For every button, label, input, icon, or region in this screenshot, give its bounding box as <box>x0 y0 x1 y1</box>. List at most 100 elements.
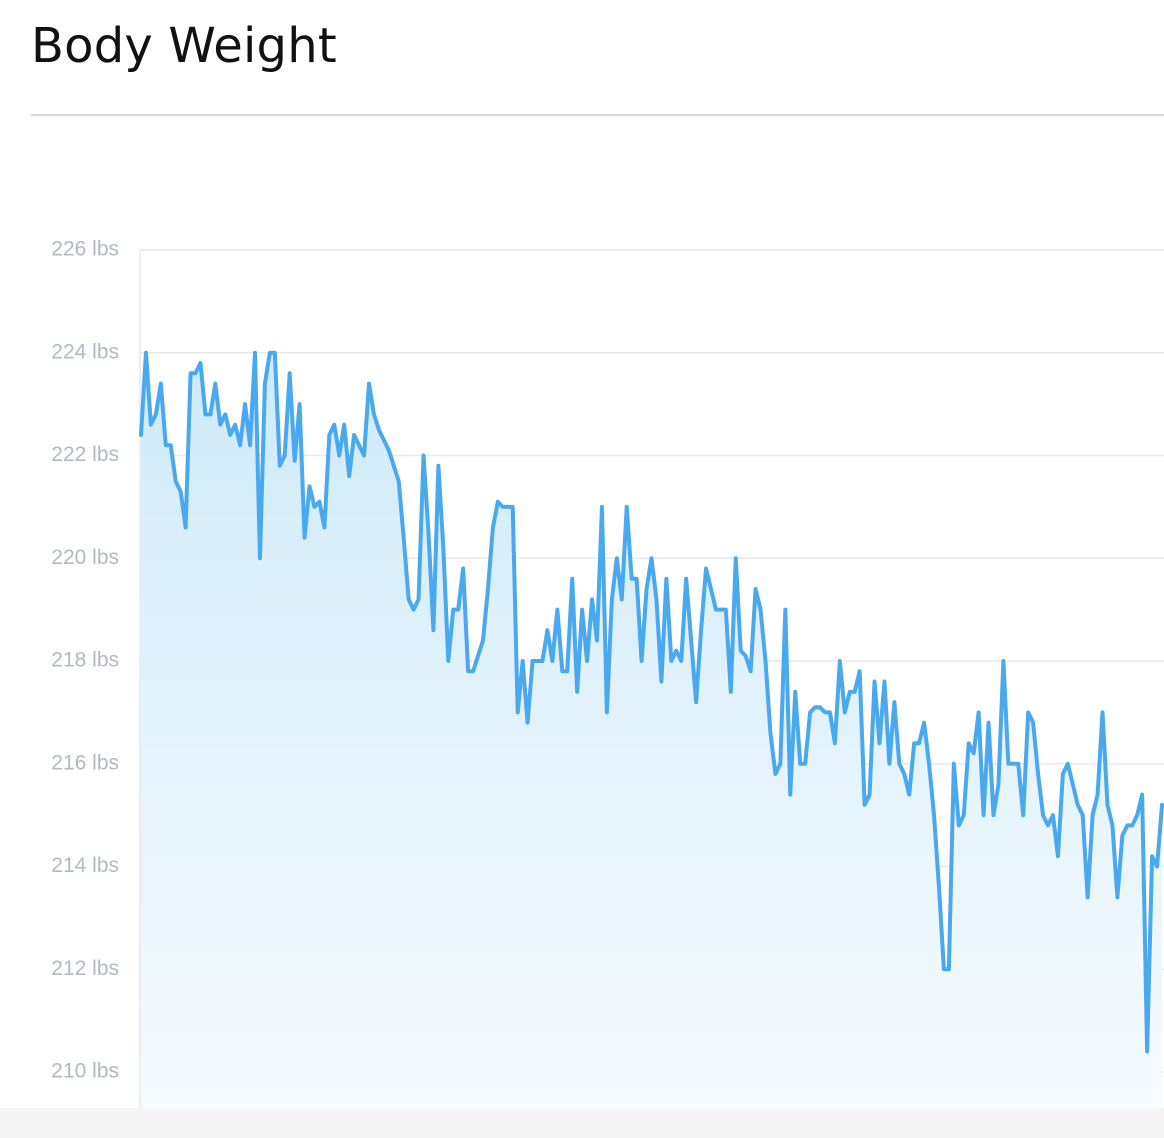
weight-point <box>203 412 207 416</box>
weight-point <box>179 489 183 493</box>
weight-point <box>233 423 237 427</box>
weight-point <box>640 659 644 663</box>
weight-point <box>545 628 549 632</box>
weight-point <box>308 484 312 488</box>
weight-point <box>238 443 242 447</box>
weight-point <box>248 443 252 447</box>
weight-point <box>664 577 668 581</box>
weight-point <box>645 587 649 591</box>
weight-point <box>773 772 777 776</box>
weight-point <box>555 608 559 612</box>
weight-point <box>922 721 926 725</box>
weight-point <box>461 567 465 571</box>
weight-point <box>1086 895 1090 899</box>
weight-point <box>813 705 817 709</box>
weight-point <box>466 669 470 673</box>
weight-point <box>719 608 723 612</box>
weight-point <box>853 690 857 694</box>
weight-point <box>243 402 247 406</box>
weight-point <box>982 813 986 817</box>
weight-point <box>1110 823 1114 827</box>
weight-point <box>357 443 361 447</box>
weight-point <box>947 967 951 971</box>
weight-point <box>362 454 366 458</box>
weight-point <box>699 628 703 632</box>
weight-point <box>436 464 440 468</box>
weight-point <box>590 597 594 601</box>
weight-point <box>382 438 386 442</box>
weight-point <box>1076 803 1080 807</box>
weight-point <box>798 762 802 766</box>
weight-point <box>392 464 396 468</box>
weight-point <box>317 500 321 504</box>
weight-point <box>684 577 688 581</box>
weight-point <box>882 680 886 684</box>
weight-point <box>917 741 921 745</box>
weight-point <box>303 536 307 540</box>
weight-point <box>803 762 807 766</box>
weight-point <box>1051 813 1055 817</box>
weight-point <box>352 433 356 437</box>
weight-point <box>1026 710 1030 714</box>
y-tick-label: 220 lbs <box>51 546 119 569</box>
weight-point <box>1140 793 1144 797</box>
weight-point <box>1011 762 1015 766</box>
weight-point <box>273 351 277 355</box>
weight-point <box>1096 793 1100 797</box>
y-axis-ticks: 226 lbs 224 lbs 222 lbs 220 lbs 218 lbs 216 l… <box>51 238 119 1083</box>
weight-point <box>496 500 500 504</box>
weight-point <box>228 433 232 437</box>
weight-point <box>1081 813 1085 817</box>
weight-point <box>327 433 331 437</box>
weight-point <box>471 669 475 673</box>
weight-point <box>962 813 966 817</box>
weight-point <box>1101 710 1105 714</box>
weight-point <box>709 587 713 591</box>
weight-point <box>575 690 579 694</box>
y-tick-label: 210 lbs <box>51 1060 119 1083</box>
weight-point <box>833 741 837 745</box>
weight-point <box>1001 659 1005 663</box>
y-tick-label: 222 lbs <box>51 443 119 466</box>
weight-point <box>942 967 946 971</box>
weight-line <box>139 350 1164 1054</box>
weight-point <box>322 525 326 529</box>
weight-point <box>144 351 148 355</box>
weight-point <box>1105 803 1109 807</box>
weight-point <box>1120 834 1124 838</box>
weight-point <box>1041 813 1045 817</box>
y-tick-label: 218 lbs <box>51 649 119 672</box>
y-tick-label: 216 lbs <box>51 751 119 774</box>
weight-point <box>818 705 822 709</box>
weight-point <box>258 556 262 560</box>
weight-point <box>570 577 574 581</box>
weight-point <box>337 454 341 458</box>
weight-point <box>332 423 336 427</box>
weight-point <box>536 659 540 663</box>
weight-point <box>312 505 316 509</box>
weight-point <box>744 654 748 658</box>
weight-point <box>278 464 282 468</box>
weight-point <box>704 567 708 571</box>
y-tick-label: 214 lbs <box>51 854 119 877</box>
weight-point <box>907 793 911 797</box>
weight-area-fill <box>141 352 1162 1108</box>
weight-point <box>174 479 178 483</box>
weight-point <box>625 505 629 509</box>
weight-point <box>526 721 530 725</box>
weight-point <box>739 649 743 653</box>
weight-point <box>1066 762 1070 766</box>
weight-point <box>674 649 678 653</box>
weight-point <box>426 531 430 535</box>
weight-point <box>451 608 455 612</box>
weight-point <box>927 762 931 766</box>
weight-point <box>838 659 842 663</box>
weight-point <box>957 823 961 827</box>
weight-point <box>1150 854 1154 858</box>
weight-point <box>952 762 956 766</box>
y-tick-label: 224 lbs <box>51 340 119 363</box>
weight-point <box>828 710 832 714</box>
weight-point <box>967 741 971 745</box>
weight-point <box>912 741 916 745</box>
weight-point <box>600 505 604 509</box>
